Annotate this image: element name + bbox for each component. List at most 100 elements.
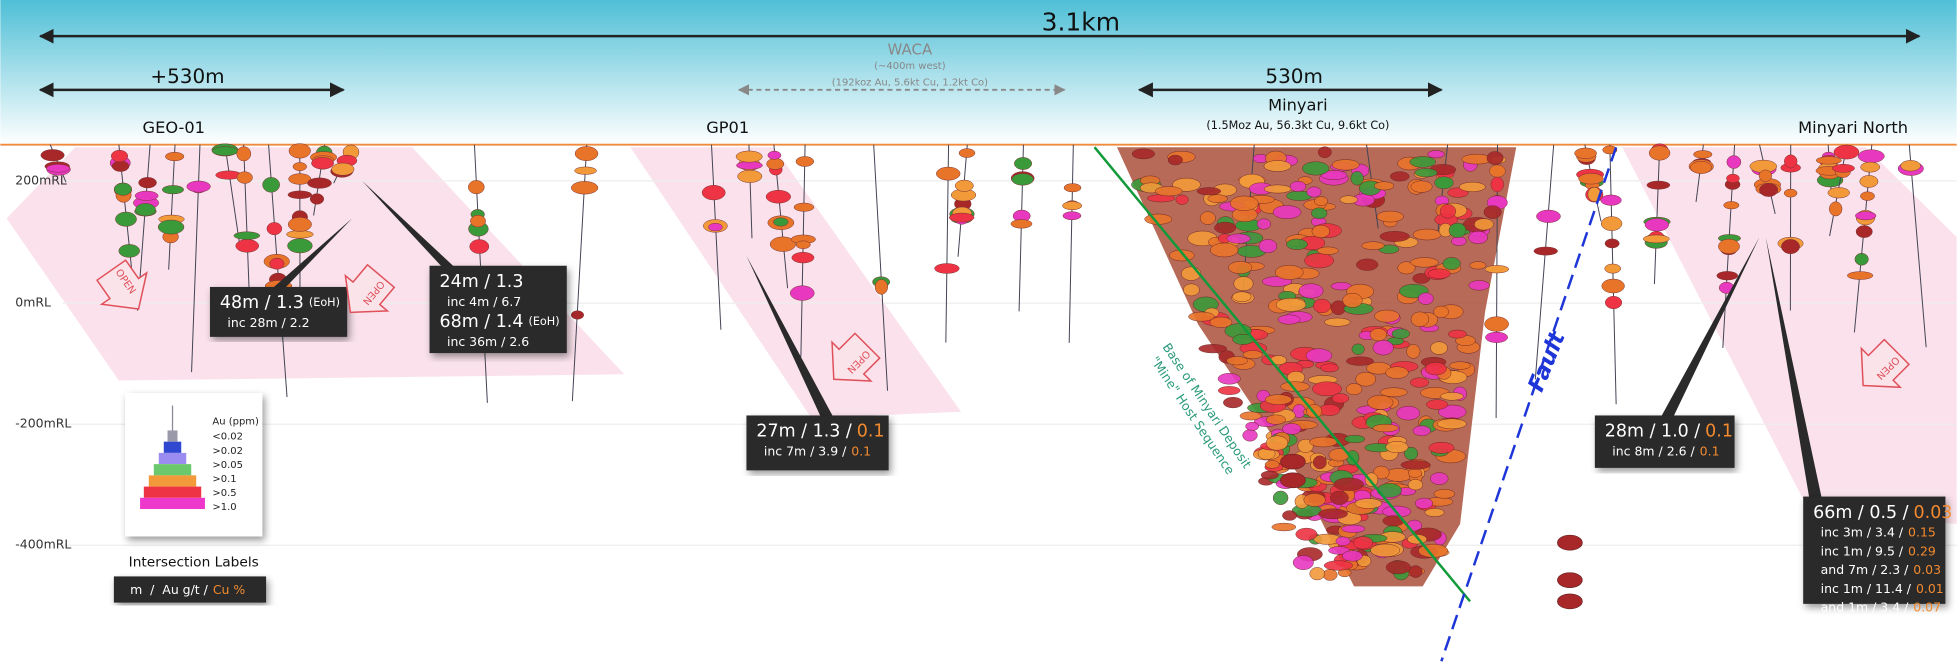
open-arrows: OPEN OPEN OPEN OPEN <box>95 259 1911 389</box>
sky <box>0 0 1957 145</box>
intercept <box>1196 187 1222 196</box>
intercept <box>1833 144 1860 160</box>
intercept <box>1412 425 1431 437</box>
intercept <box>1372 340 1394 356</box>
drill-holes <box>40 143 1927 610</box>
callout-text: 68m / 1.4 <box>440 312 524 332</box>
intercept <box>574 146 599 161</box>
intercept <box>1341 550 1363 562</box>
intercept <box>331 162 355 176</box>
intercept <box>1758 169 1773 182</box>
intercept <box>1448 222 1467 238</box>
intercept <box>1183 283 1200 297</box>
intercept <box>1716 271 1738 281</box>
intercept <box>1468 280 1490 291</box>
intercept <box>157 219 185 235</box>
deposit-label: GEO-01 <box>143 118 205 137</box>
deposit-label: Minyari North <box>1798 118 1908 137</box>
intercept <box>1414 497 1433 509</box>
intercept <box>791 252 815 264</box>
intercept <box>1426 399 1449 410</box>
intercept <box>767 150 782 160</box>
intercept <box>793 202 815 212</box>
intercept <box>1226 233 1251 244</box>
intercept <box>110 149 129 163</box>
legend-tier <box>153 464 192 476</box>
callout-cu: 0.1 <box>1705 422 1733 442</box>
rl-label: -400mRL <box>15 537 71 552</box>
intercept <box>570 310 584 320</box>
callout-text: 27m / 1.3 / <box>756 422 851 442</box>
callout-cu: 0.29 <box>1908 543 1936 558</box>
intercept <box>1376 210 1404 223</box>
callout-text: inc 3m / 3.4 / <box>1821 524 1904 539</box>
intercept <box>1414 168 1438 178</box>
intercept <box>1295 527 1318 541</box>
callout-text: 28m / 1.0 / <box>1605 422 1700 442</box>
intercept <box>233 231 261 240</box>
callout-text: inc 4m / 6.7 <box>447 293 521 308</box>
intercept <box>574 166 597 175</box>
intercept <box>1601 216 1623 231</box>
legend-tier <box>148 475 197 487</box>
intercept <box>735 150 763 163</box>
intercept <box>1410 257 1439 268</box>
intercept <box>1372 423 1399 433</box>
callout-text: and 7m / 2.3 / <box>1821 562 1909 577</box>
hole <box>1068 144 1074 343</box>
legend-box <box>125 393 263 537</box>
callout-box <box>1803 496 1946 604</box>
intercept <box>1829 201 1843 217</box>
intercept <box>1063 183 1082 193</box>
legend-tier <box>163 441 182 453</box>
intercept <box>1373 181 1395 191</box>
intercept <box>1439 204 1457 219</box>
intercept <box>1440 392 1464 401</box>
intercept <box>571 181 599 195</box>
intercept <box>1693 150 1713 159</box>
intercept <box>1361 241 1385 250</box>
intercept <box>1318 508 1348 520</box>
intercept <box>269 257 285 270</box>
intercept <box>1374 309 1400 323</box>
scale-label: +530m <box>150 64 224 88</box>
intercept <box>46 164 70 173</box>
intercept <box>1286 238 1308 250</box>
callout-line: and 1m / 3.4 / 0.07 <box>1821 599 1941 614</box>
callout-line: inc 4m / 6.7 <box>447 293 521 308</box>
intercept <box>1601 278 1625 294</box>
intercept <box>1265 435 1289 451</box>
intercept <box>1274 264 1304 280</box>
scale-label: 3.1km <box>1042 8 1120 37</box>
intercept <box>211 146 239 156</box>
callout-line: 66m / 0.5 / 0.03 <box>1813 503 1952 523</box>
intercept <box>1604 238 1620 249</box>
intercept <box>134 190 159 201</box>
intercept <box>1239 411 1262 421</box>
deposit-label: GP01 <box>706 118 749 137</box>
intercept <box>1353 536 1373 550</box>
intercept <box>1408 468 1423 478</box>
intercept <box>1404 446 1419 461</box>
intercept <box>1260 470 1279 480</box>
intercept <box>1242 350 1263 360</box>
intercept <box>40 149 65 162</box>
rl-label: 0mRL <box>15 295 51 310</box>
intercept <box>1385 441 1409 454</box>
intercept <box>186 180 211 193</box>
callout-text: 48m / 1.3 <box>220 293 304 313</box>
intercept <box>1397 261 1416 275</box>
intercept <box>1448 329 1467 339</box>
intercept <box>1490 176 1505 193</box>
intercept <box>118 244 140 258</box>
intercept <box>736 161 763 170</box>
intercept <box>1175 194 1189 205</box>
hole <box>873 144 889 391</box>
intercept <box>1859 175 1879 188</box>
callout-line: 68m / 1.4 (EoH) <box>440 312 560 332</box>
hole <box>224 144 240 242</box>
intercept <box>1258 239 1278 254</box>
intercept <box>1228 261 1253 274</box>
legend-title: Au (ppm) <box>212 417 259 428</box>
